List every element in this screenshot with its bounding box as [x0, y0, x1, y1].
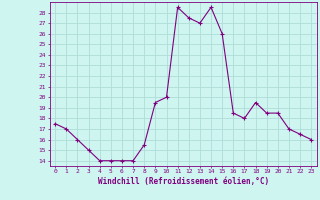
X-axis label: Windchill (Refroidissement éolien,°C): Windchill (Refroidissement éolien,°C) [98, 177, 269, 186]
